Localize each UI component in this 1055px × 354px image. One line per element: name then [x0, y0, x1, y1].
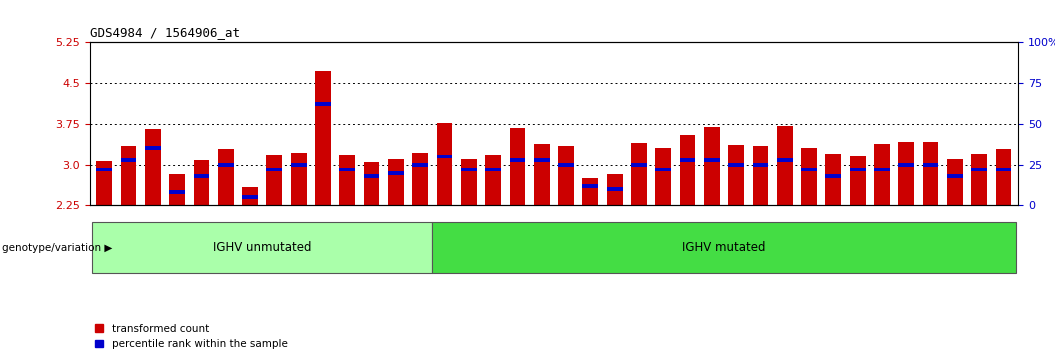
Bar [825, 174, 841, 178]
Bar [437, 123, 453, 205]
Bar [728, 163, 744, 166]
Bar [947, 159, 963, 205]
Bar [923, 142, 939, 205]
Bar [169, 190, 185, 194]
Bar [315, 102, 331, 106]
Bar [291, 163, 307, 166]
Bar [996, 167, 1012, 171]
Bar [461, 159, 477, 205]
Bar [413, 163, 428, 166]
Bar [947, 174, 963, 178]
Bar [388, 159, 404, 205]
Bar [364, 174, 380, 178]
Legend: transformed count, percentile rank within the sample: transformed count, percentile rank withi… [95, 324, 287, 349]
Bar [849, 167, 865, 171]
Bar [899, 142, 915, 205]
Bar [96, 161, 112, 205]
Bar [801, 167, 817, 171]
Bar [704, 127, 720, 205]
Text: GDS4984 / 1564906_at: GDS4984 / 1564906_at [90, 26, 239, 39]
Bar [485, 155, 501, 205]
Bar [825, 154, 841, 205]
Bar [461, 167, 477, 171]
Bar [169, 175, 185, 205]
Bar [558, 163, 574, 166]
Bar [972, 167, 987, 171]
Bar [340, 155, 356, 205]
Bar [655, 167, 671, 171]
Bar [218, 149, 233, 205]
Bar [193, 174, 209, 178]
Text: genotype/variation ▶: genotype/variation ▶ [2, 243, 113, 253]
Bar [801, 148, 817, 205]
Bar [485, 167, 501, 171]
Bar [120, 145, 136, 205]
Bar [655, 148, 671, 205]
Text: IGHV unmutated: IGHV unmutated [213, 241, 311, 254]
Bar [704, 158, 720, 162]
Bar [728, 144, 744, 205]
Bar [92, 222, 433, 273]
Bar [510, 158, 525, 162]
Bar [607, 187, 622, 191]
Bar [679, 135, 695, 205]
Bar [582, 184, 598, 188]
Bar [534, 158, 550, 162]
Bar [752, 145, 768, 205]
Bar [607, 175, 622, 205]
Bar [582, 178, 598, 205]
Bar [243, 187, 258, 205]
Bar [679, 158, 695, 162]
Bar [923, 163, 939, 166]
Bar [145, 129, 160, 205]
Bar [899, 163, 915, 166]
Bar [315, 71, 331, 205]
Bar [291, 153, 307, 205]
Bar [849, 156, 865, 205]
Bar [776, 158, 792, 162]
Bar [413, 153, 428, 205]
Bar [776, 126, 792, 205]
Bar [534, 144, 550, 205]
Bar [433, 222, 1016, 273]
Bar [267, 167, 283, 171]
Text: IGHV mutated: IGHV mutated [683, 241, 766, 254]
Bar [972, 154, 987, 205]
Bar [340, 167, 356, 171]
Bar [752, 163, 768, 166]
Bar [193, 160, 209, 205]
Bar [388, 171, 404, 175]
Bar [558, 145, 574, 205]
Bar [218, 163, 233, 166]
Bar [996, 149, 1012, 205]
Bar [96, 167, 112, 171]
Bar [267, 155, 283, 205]
Bar [437, 155, 453, 158]
Bar [875, 167, 889, 171]
Bar [631, 143, 647, 205]
Bar [145, 147, 160, 150]
Bar [510, 128, 525, 205]
Bar [364, 162, 380, 205]
Bar [120, 158, 136, 162]
Bar [243, 195, 258, 199]
Bar [631, 163, 647, 166]
Bar [875, 144, 889, 205]
